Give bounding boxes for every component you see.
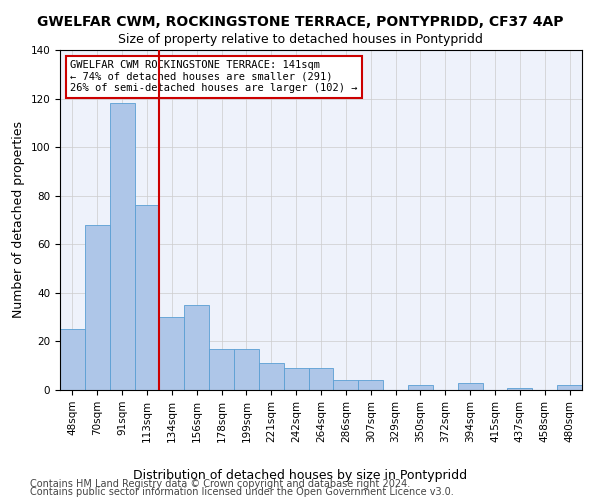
Bar	[134, 206, 160, 390]
Bar	[110, 104, 134, 390]
Text: GWELFAR CWM, ROCKINGSTONE TERRACE, PONTYPRIDD, CF37 4AP: GWELFAR CWM, ROCKINGSTONE TERRACE, PONTY…	[37, 15, 563, 29]
Bar	[358, 380, 383, 390]
Y-axis label: Number of detached properties: Number of detached properties	[12, 122, 25, 318]
Text: GWELFAR CWM ROCKINGSTONE TERRACE: 141sqm
← 74% of detached houses are smaller (2: GWELFAR CWM ROCKINGSTONE TERRACE: 141sqm…	[70, 60, 358, 94]
Text: Distribution of detached houses by size in Pontypridd: Distribution of detached houses by size …	[133, 468, 467, 481]
Bar	[508, 388, 532, 390]
Bar	[209, 348, 234, 390]
Bar	[458, 382, 482, 390]
Bar	[160, 317, 184, 390]
Bar	[557, 385, 582, 390]
Text: Contains public sector information licensed under the Open Government Licence v3: Contains public sector information licen…	[30, 487, 454, 497]
Bar	[60, 330, 85, 390]
Bar	[234, 348, 259, 390]
Bar	[408, 385, 433, 390]
Text: Size of property relative to detached houses in Pontypridd: Size of property relative to detached ho…	[118, 32, 482, 46]
Bar	[334, 380, 358, 390]
Bar	[284, 368, 308, 390]
Text: Contains HM Land Registry data © Crown copyright and database right 2024.: Contains HM Land Registry data © Crown c…	[30, 479, 410, 489]
Bar	[259, 364, 284, 390]
Bar	[85, 225, 110, 390]
Bar	[184, 305, 209, 390]
Bar	[308, 368, 334, 390]
